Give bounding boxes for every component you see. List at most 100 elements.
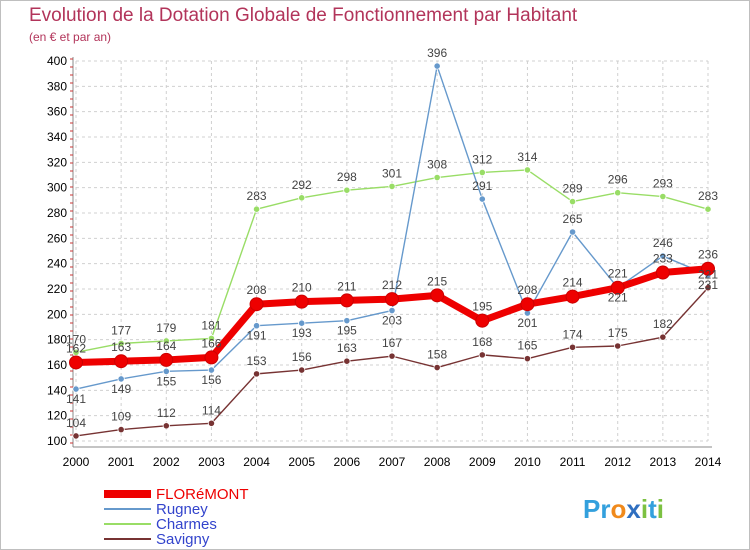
data-point: [388, 182, 396, 190]
logo-part-i2: i: [657, 494, 664, 524]
data-label: 293: [653, 177, 673, 191]
data-point: [478, 168, 486, 177]
data-label: 203: [382, 314, 402, 328]
logo-part-o: o: [610, 494, 626, 524]
data-point: [298, 366, 306, 374]
data-label: 155: [156, 374, 176, 388]
x-tick-label: 2006: [334, 455, 361, 469]
data-point: [388, 306, 396, 315]
data-label: 162: [66, 341, 86, 355]
data-point: [162, 337, 170, 345]
data-point: [385, 292, 399, 307]
data-label: 141: [66, 392, 86, 406]
data-label: 283: [247, 189, 267, 203]
data-point: [478, 351, 486, 359]
data-label: 175: [608, 326, 628, 340]
data-point: [343, 357, 351, 365]
data-label: 182: [653, 317, 673, 331]
data-point: [117, 425, 125, 434]
data-point: [433, 363, 441, 372]
data-label: 195: [472, 300, 492, 314]
data-point: [252, 370, 261, 378]
data-label: 165: [517, 339, 537, 353]
data-point: [207, 334, 216, 342]
data-point: [159, 352, 174, 367]
y-tick-label: 160: [47, 358, 67, 372]
x-tick-label: 2007: [379, 455, 406, 469]
x-tick-label: 2005: [288, 455, 315, 469]
data-label: 314: [517, 150, 537, 164]
data-label: 212: [382, 278, 402, 292]
x-tick-label: 2003: [198, 455, 225, 469]
data-label: 298: [337, 170, 357, 184]
data-label: 210: [292, 281, 312, 295]
x-tick-label: 2004: [243, 455, 270, 469]
y-tick-label: 120: [47, 409, 67, 423]
data-point: [249, 297, 264, 312]
data-label: 246: [653, 236, 673, 250]
y-tick-label: 180: [47, 333, 67, 347]
chart-subtitle: (en € et par an): [29, 30, 112, 44]
data-point: [610, 280, 625, 295]
data-label: 221: [698, 268, 718, 282]
x-tick-label: 2001: [108, 455, 135, 469]
axis-layer: 100 120 140 160 180 200 220 240 260 280 300 320 340 3…: [47, 54, 722, 469]
data-label: 104: [66, 416, 86, 430]
y-tick-label: 100: [47, 434, 67, 448]
data-point: [659, 333, 667, 341]
data-label: 233: [653, 252, 673, 266]
data-point: [298, 319, 306, 327]
data-label: 181: [201, 318, 221, 332]
data-label: 289: [563, 182, 583, 196]
data-label: 208: [247, 283, 267, 297]
x-tick-label: 2013: [650, 455, 677, 469]
data-label: 163: [111, 340, 131, 354]
data-label: 179: [156, 321, 176, 335]
data-point: [655, 265, 670, 280]
x-tick-label: 2009: [469, 455, 496, 469]
data-label: 170: [66, 332, 86, 346]
data-label: 236: [698, 248, 718, 262]
x-tick-label: 2012: [604, 455, 631, 469]
y-tick-label: 340: [47, 130, 67, 144]
y-tick-label: 380: [47, 79, 67, 93]
x-tick-label: 2002: [153, 455, 180, 469]
data-point: [69, 355, 83, 370]
y-tick-label: 360: [47, 105, 67, 119]
data-point: [614, 189, 622, 197]
y-tick-label: 200: [47, 307, 67, 321]
data-point: [478, 195, 486, 203]
data-point: [117, 339, 125, 348]
data-point: [343, 317, 351, 325]
y-tick-label: 220: [47, 282, 67, 296]
data-label: 174: [563, 327, 583, 341]
data-point: [117, 375, 125, 383]
y-tick-label: 140: [47, 383, 67, 397]
data-label: 301: [382, 166, 402, 180]
data-point: [207, 366, 216, 374]
y-tick-label: 280: [47, 206, 67, 220]
data-point: [475, 313, 490, 328]
chart-title: Evolution de la Dotation Globale de Fonc…: [29, 5, 578, 26]
y-tick-label: 320: [47, 155, 67, 169]
data-label: 312: [472, 152, 492, 166]
data-point: [433, 62, 441, 70]
x-tick-label: 2011: [560, 455, 586, 469]
legend-label: Charmes: [156, 516, 217, 533]
data-point: [339, 293, 354, 308]
logo-part-x: x: [626, 494, 641, 524]
y-tick-label: 240: [47, 257, 67, 271]
data-point: [568, 198, 577, 206]
data-point: [252, 205, 261, 213]
data-point: [72, 385, 80, 393]
data-point: [433, 173, 441, 182]
data-point: [565, 289, 580, 304]
data-point: [294, 294, 309, 309]
data-point: [701, 261, 715, 276]
data-point: [614, 342, 622, 350]
data-label: 208: [517, 283, 537, 297]
data-label: 166: [201, 336, 221, 350]
logo-part-p: Pr: [583, 494, 610, 524]
data-point: [343, 186, 351, 194]
